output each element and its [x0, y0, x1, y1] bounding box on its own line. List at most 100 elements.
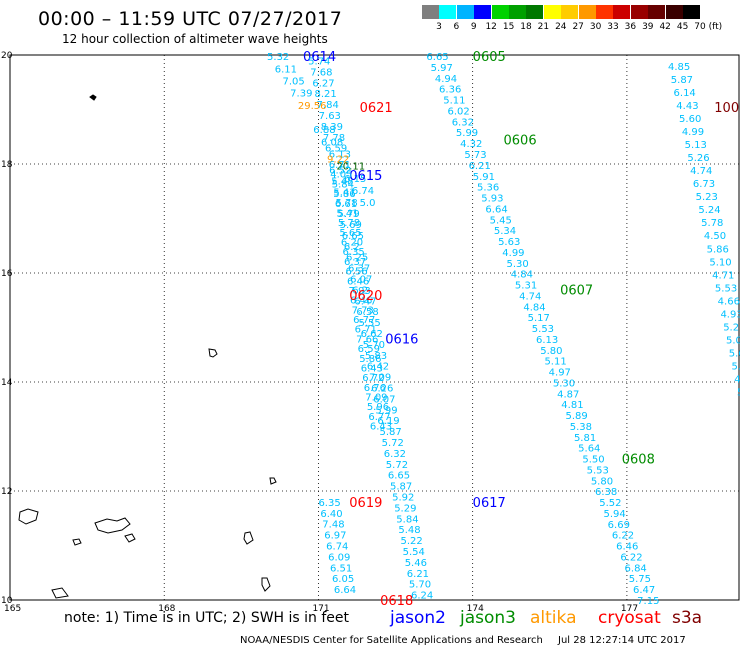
- wave-height-value: 4.99: [502, 248, 524, 259]
- wave-height-value: 4.97: [549, 368, 571, 379]
- wave-height-value: 5.48: [331, 176, 353, 187]
- color-scale-swatch: [596, 5, 613, 19]
- color-scale-swatch: [561, 5, 579, 19]
- color-scale-label: 9: [470, 22, 477, 32]
- wave-height-value: 5.86: [359, 354, 381, 365]
- wave-height-value: 5.80: [591, 476, 613, 487]
- island-outline: [269, 477, 277, 485]
- wave-height-value: 6.38: [595, 487, 617, 498]
- wave-height-value: 4.05: [330, 170, 352, 181]
- latitude-tick-label: 18: [1, 160, 13, 170]
- island-outline: [124, 533, 136, 543]
- wave-height-value: 5.78: [335, 198, 357, 209]
- wave-height-value: 4.81: [561, 400, 583, 411]
- credit-timestamp: Jul 28 12:27:14 UTC 2017: [558, 635, 686, 646]
- wave-height-value: 6.77: [353, 315, 375, 326]
- wave-height-value: 6.71: [355, 325, 377, 336]
- legend-item-cryosat: cryosat: [598, 608, 661, 628]
- wave-height-value: 5.70: [363, 340, 385, 351]
- wave-height-value: 6.27: [312, 78, 334, 89]
- wave-height-value: 5.78: [338, 218, 360, 229]
- track-label: 0618: [380, 594, 413, 609]
- wave-height-value: 6.43: [361, 363, 383, 374]
- wave-height-value: 6.56: [345, 267, 367, 278]
- wave-height-value: 6.21: [469, 161, 491, 172]
- wave-height-value: 8.39: [321, 122, 343, 133]
- wave-height-value: 6.64: [485, 204, 507, 215]
- wave-height-value: 5.78: [701, 218, 723, 229]
- track-label: 0619: [349, 496, 382, 511]
- color-scale-swatch: [439, 5, 457, 19]
- longitude-tick-label: 168: [158, 604, 175, 614]
- color-scale-label: 21: [537, 22, 550, 32]
- color-scale-units: (ft): [708, 22, 723, 32]
- wave-height-value: 7.84: [317, 100, 339, 111]
- wave-height-value: 7.73: [352, 305, 374, 316]
- wave-height-value: 5.69: [340, 220, 362, 231]
- latitude-tick-label: 20: [1, 51, 13, 61]
- wave-height-value: 8.21: [314, 89, 336, 100]
- color-scale-label: 33: [607, 22, 619, 32]
- wave-height-value: 5.34: [494, 226, 516, 237]
- longitude-tick-label: 174: [467, 604, 484, 614]
- wave-height-value: 6.32: [452, 117, 474, 128]
- longitude-tick-label: 177: [621, 604, 638, 614]
- color-scale-label: 45: [676, 22, 689, 32]
- wave-height-value: 4.71: [712, 270, 734, 281]
- wave-height-value: 5.36: [477, 183, 499, 194]
- wave-height-value: 9.22: [327, 155, 349, 166]
- track-label: 0605: [473, 50, 506, 65]
- wave-height-value: 6.46: [616, 542, 638, 553]
- color-scale-swatch: [665, 5, 683, 19]
- wave-height-value: 6.76: [364, 383, 386, 394]
- legend-item-s3a: s3a: [672, 608, 703, 628]
- wave-height-value: 20.11: [336, 162, 365, 173]
- color-scale-label: 3: [436, 22, 442, 32]
- wave-height-value: 7.48: [322, 520, 344, 531]
- color-scale-label: 39: [642, 22, 654, 32]
- wave-height-value: 6.35: [342, 247, 364, 258]
- color-scale-swatch: [422, 5, 439, 19]
- wave-height-value: 6.14: [674, 88, 696, 99]
- wave-height-value: 5.30: [507, 259, 529, 270]
- color-scale-swatch: [474, 5, 492, 19]
- legend-item-jason3: jason3: [460, 608, 516, 628]
- wave-height-value: 5.22: [400, 536, 422, 547]
- wave-height-value: 5.11: [544, 357, 566, 368]
- wave-height-value: 5.87: [380, 427, 402, 438]
- track-label: 0614: [303, 50, 336, 65]
- color-scale-swatch: [613, 5, 631, 19]
- wave-height-value: 5.80: [540, 346, 562, 357]
- wave-height-value: 5.54: [403, 547, 425, 558]
- wave-height-value: 5.11: [443, 96, 465, 107]
- track-label: 0621: [360, 101, 393, 116]
- wave-height-value: 5.72: [386, 460, 408, 471]
- track-label: 0620: [349, 289, 382, 304]
- latitude-tick-label: 12: [1, 487, 12, 497]
- wave-height-value: 4.74: [690, 166, 712, 177]
- map-frame: [9, 54, 740, 601]
- wave-height-value: 6.20: [341, 238, 363, 249]
- map-title: 00:00 – 11:59 UTC 07/27/2017: [38, 8, 343, 30]
- wave-height-value: 5.10: [709, 257, 731, 268]
- wave-height-value: 5.63: [498, 237, 520, 248]
- wave-height-value: 5.60: [679, 114, 701, 125]
- color-scale-swatch: [683, 5, 700, 19]
- wave-height-value: 5.91: [473, 172, 495, 183]
- wave-height-value: 7.09: [369, 373, 391, 384]
- color-scale-label: 70: [694, 22, 706, 32]
- color-scale-label: 27: [572, 22, 584, 32]
- wave-height-value: 5.87: [390, 482, 412, 493]
- wave-height-value: 6.51: [330, 563, 352, 574]
- wave-height-value: 6.09: [328, 552, 350, 563]
- color-scale-label: 18: [520, 22, 532, 32]
- wave-height-value: 7.68: [310, 67, 332, 78]
- wave-height-value: 6.21: [407, 569, 429, 580]
- wave-height-value: 5.92: [392, 492, 414, 503]
- wave-height-value: 4.93: [720, 309, 740, 320]
- wave-height-value: 5.65: [731, 362, 740, 373]
- wave-height-value: 4.94: [435, 74, 457, 85]
- wave-height-value: 5.0: [360, 198, 376, 209]
- wave-height-value: 6.15: [344, 174, 366, 185]
